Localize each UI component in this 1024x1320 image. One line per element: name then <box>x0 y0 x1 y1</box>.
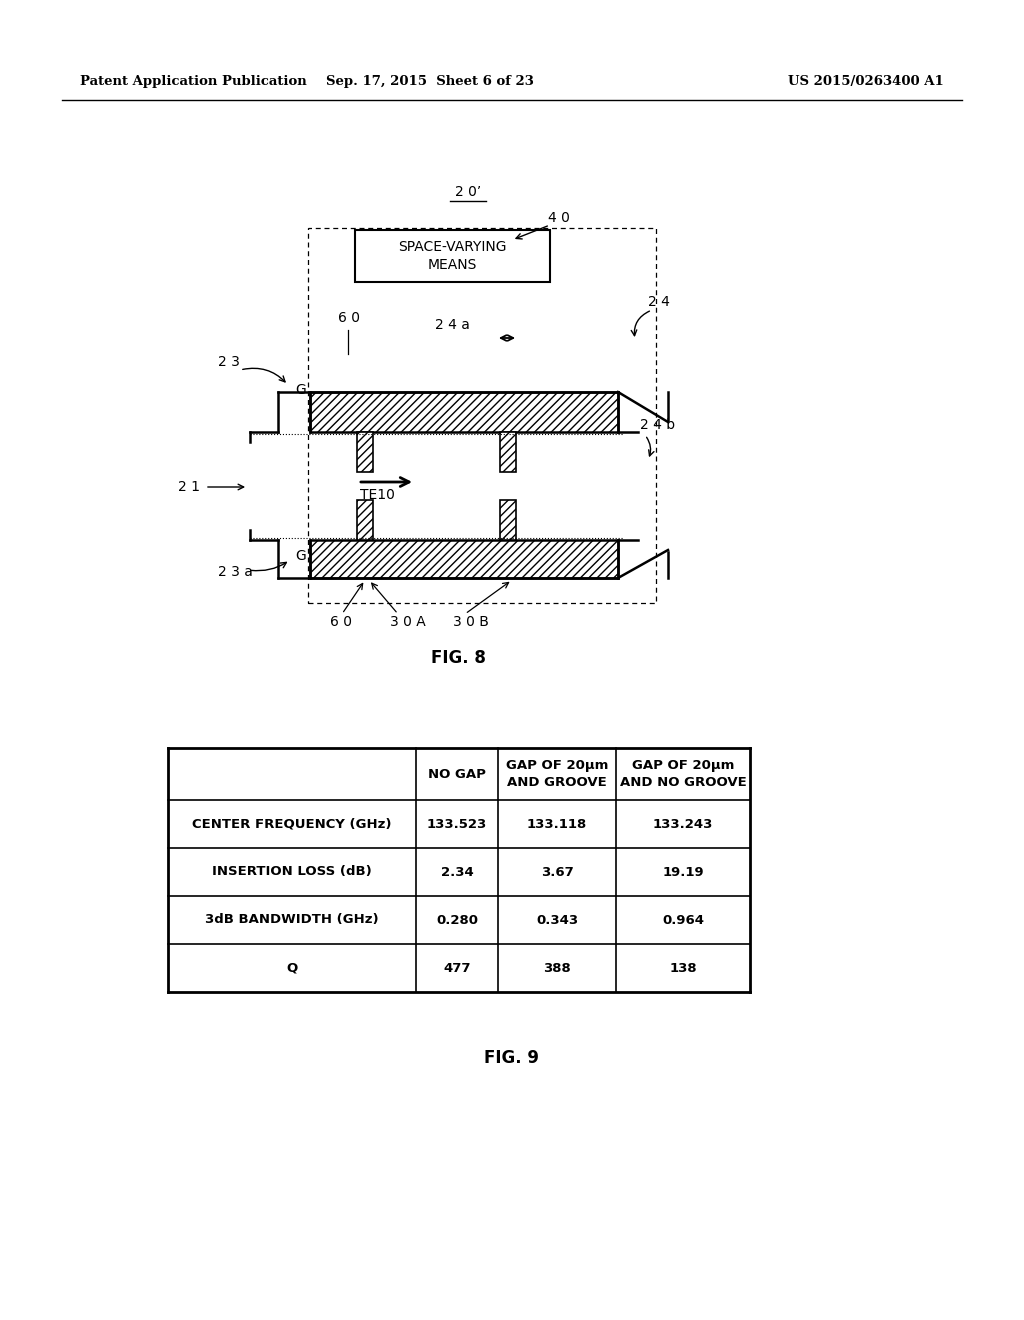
Text: FIG. 8: FIG. 8 <box>430 649 485 667</box>
Text: Sep. 17, 2015  Sheet 6 of 23: Sep. 17, 2015 Sheet 6 of 23 <box>326 75 534 88</box>
Text: GAP OF 20μm
AND GROOVE: GAP OF 20μm AND GROOVE <box>506 759 608 788</box>
Text: Patent Application Publication: Patent Application Publication <box>80 75 307 88</box>
Bar <box>357 500 373 540</box>
Text: 133.523: 133.523 <box>427 817 487 830</box>
Text: 0.280: 0.280 <box>436 913 478 927</box>
Text: NO GAP: NO GAP <box>428 767 486 780</box>
Text: 3dB BANDWIDTH (GHz): 3dB BANDWIDTH (GHz) <box>205 913 379 927</box>
Text: TE10: TE10 <box>360 488 395 502</box>
Text: 4 0: 4 0 <box>548 211 570 224</box>
Text: G: G <box>295 383 306 397</box>
Text: FIG. 9: FIG. 9 <box>484 1049 540 1067</box>
Text: CENTER FREQUENCY (GHz): CENTER FREQUENCY (GHz) <box>193 817 392 830</box>
Text: US 2015/0263400 A1: US 2015/0263400 A1 <box>788 75 944 88</box>
Bar <box>500 432 516 473</box>
Text: 2 3: 2 3 <box>218 355 240 370</box>
Text: 133.243: 133.243 <box>653 817 713 830</box>
Text: 133.118: 133.118 <box>527 817 587 830</box>
Bar <box>308 228 656 603</box>
Text: 2 3 a: 2 3 a <box>218 565 253 579</box>
Bar <box>355 230 550 282</box>
Text: 477: 477 <box>443 961 471 974</box>
Text: 3 0 A: 3 0 A <box>390 615 426 630</box>
Text: Q: Q <box>287 961 298 974</box>
Text: 0.343: 0.343 <box>536 913 579 927</box>
Text: GAP OF 20μm
AND NO GROOVE: GAP OF 20μm AND NO GROOVE <box>620 759 746 788</box>
Text: 2 4 a: 2 4 a <box>435 318 470 333</box>
Text: 19.19: 19.19 <box>663 866 703 879</box>
Text: 138: 138 <box>670 961 696 974</box>
Text: 2 4: 2 4 <box>648 294 670 309</box>
Text: 3 0 B: 3 0 B <box>453 615 488 630</box>
Text: INSERTION LOSS (dB): INSERTION LOSS (dB) <box>212 866 372 879</box>
Text: 2.34: 2.34 <box>440 866 473 879</box>
Text: 2 0’: 2 0’ <box>455 185 481 199</box>
Text: G: G <box>295 549 306 564</box>
Bar <box>310 540 618 578</box>
Text: 0.964: 0.964 <box>662 913 705 927</box>
Text: 2 4 b: 2 4 b <box>640 418 675 432</box>
Bar <box>310 392 618 432</box>
Bar <box>500 500 516 540</box>
Text: 2 1: 2 1 <box>178 480 200 494</box>
Bar <box>357 432 373 473</box>
Text: SPACE-VARYING
MEANS: SPACE-VARYING MEANS <box>398 240 507 272</box>
Text: 6 0: 6 0 <box>330 615 352 630</box>
Text: 6 0: 6 0 <box>338 312 360 325</box>
Text: 388: 388 <box>543 961 570 974</box>
Text: 3.67: 3.67 <box>541 866 573 879</box>
